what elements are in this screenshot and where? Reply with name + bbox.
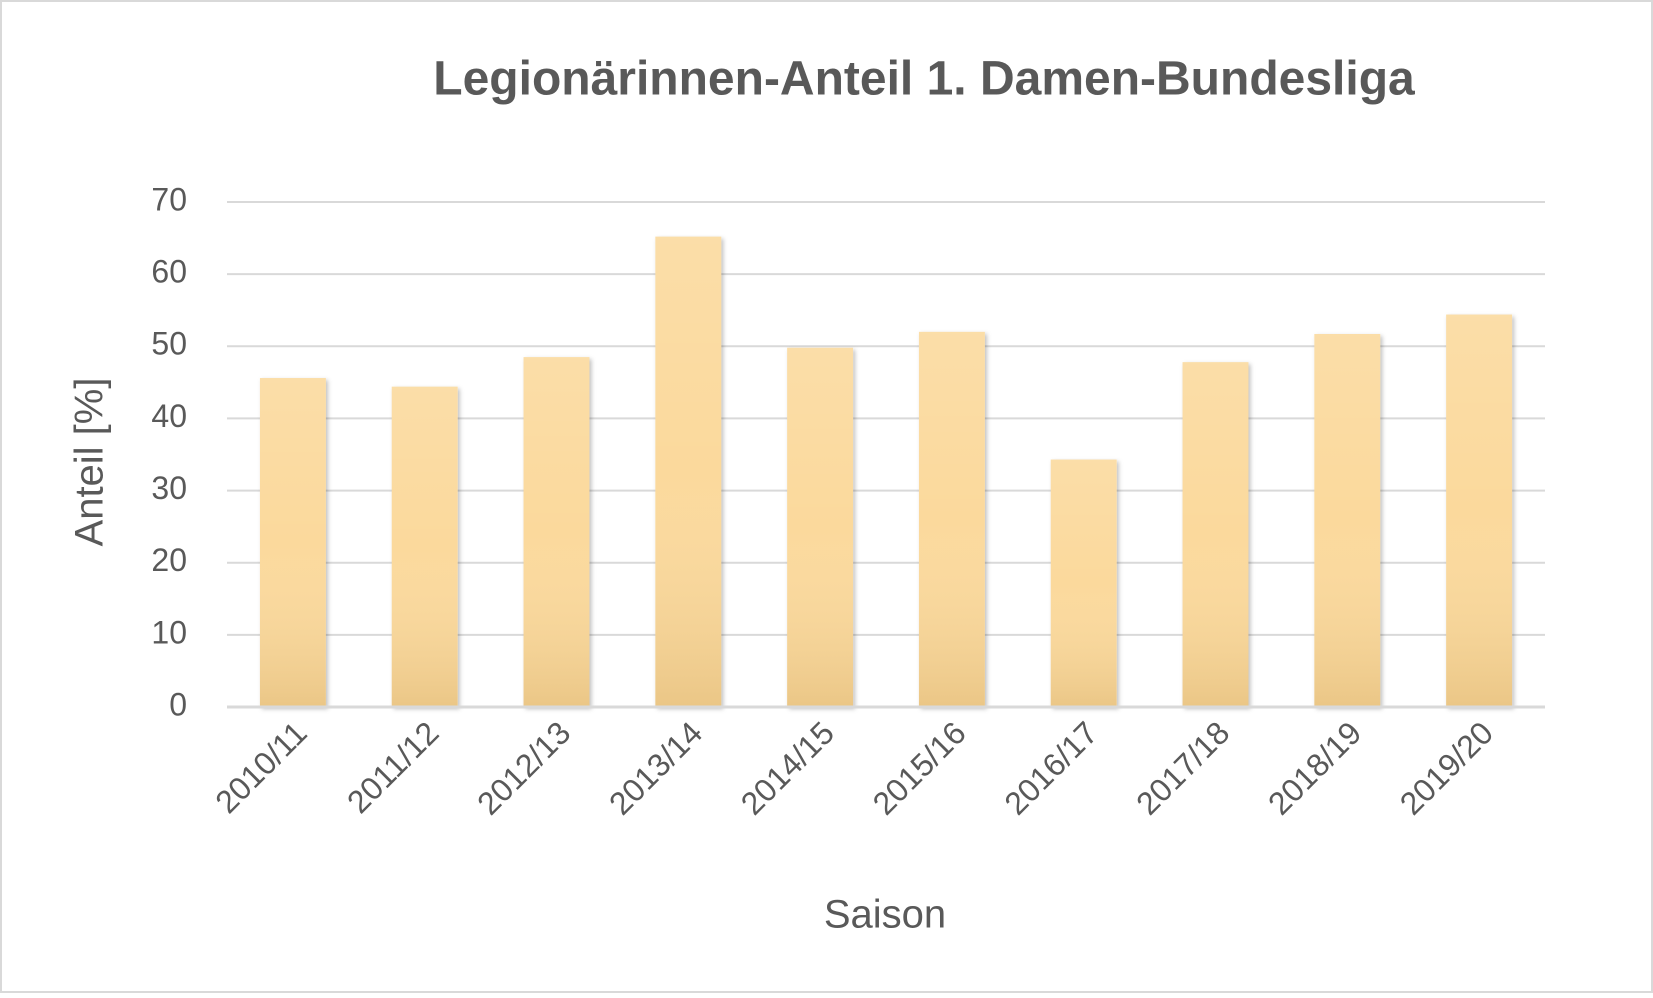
- bar-group: [1314, 334, 1381, 707]
- bar-group: [391, 386, 458, 707]
- bar-shade: [787, 347, 854, 707]
- y-tick-label: 60: [151, 254, 187, 290]
- bar-shade: [1314, 334, 1381, 707]
- bar-group: [1446, 314, 1513, 707]
- x-axis-title: Saison: [824, 893, 946, 937]
- bar-shade: [1446, 314, 1513, 707]
- y-tick-label: 70: [151, 181, 187, 217]
- y-tick-label: 0: [169, 686, 187, 722]
- bar-shade: [523, 357, 590, 707]
- y-axis-title: Anteil [%]: [68, 378, 112, 547]
- y-tick-label: 10: [151, 614, 187, 650]
- bar-group: [787, 347, 854, 707]
- y-tick-label: 50: [151, 326, 187, 362]
- bar-shade: [655, 236, 722, 707]
- bar-shade: [1050, 459, 1117, 707]
- bar-shade: [391, 386, 458, 707]
- bar-group: [1050, 459, 1117, 707]
- bar-group: [655, 236, 722, 707]
- y-tick-label: 40: [151, 398, 187, 434]
- y-tick-label: 30: [151, 470, 187, 506]
- bar-shade: [918, 331, 985, 707]
- y-tick-label: 20: [151, 542, 187, 578]
- chart-title: Legionärinnen-Anteil 1. Damen-Bundesliga: [433, 53, 1415, 106]
- bar-group: [1182, 362, 1249, 707]
- bar-group: [918, 331, 985, 707]
- bar-shade: [1182, 362, 1249, 707]
- bar-group: [259, 378, 326, 707]
- bar-group: [523, 357, 590, 707]
- bar-shade: [259, 378, 326, 707]
